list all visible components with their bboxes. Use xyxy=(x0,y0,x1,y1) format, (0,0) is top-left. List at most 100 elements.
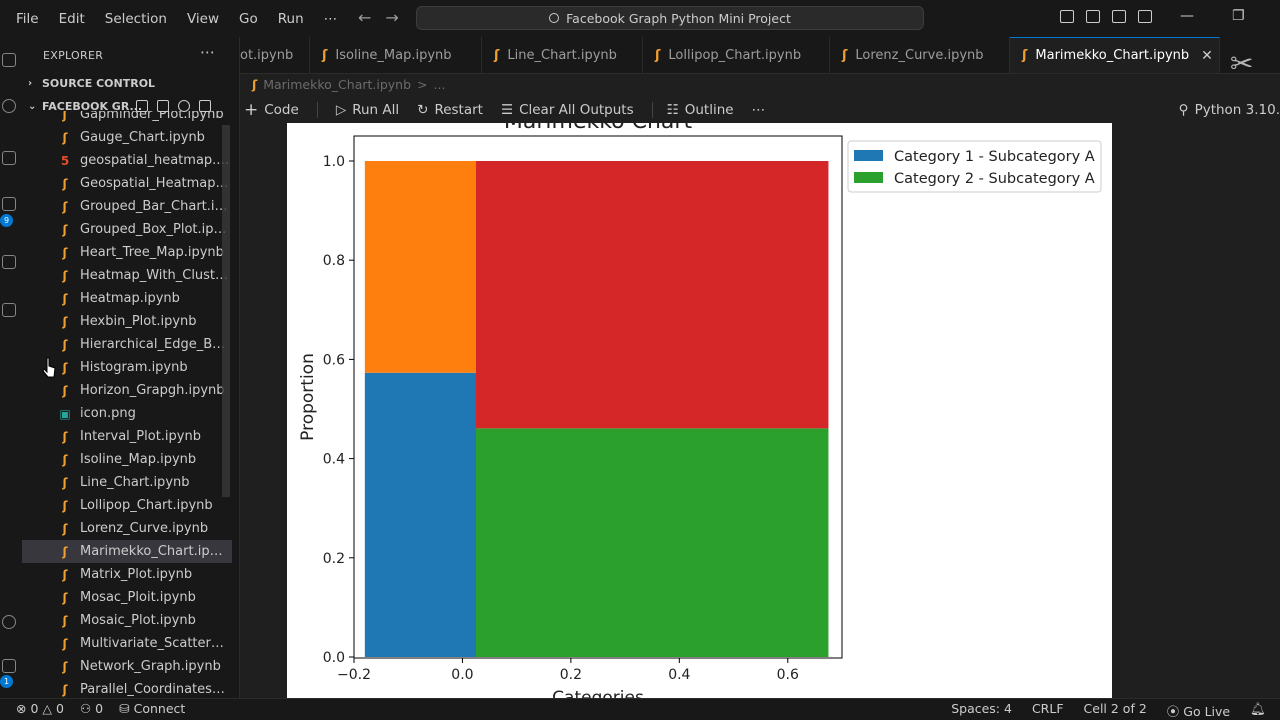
file-item[interactable]: ʃ Hexbin_Plot.ipynb xyxy=(22,310,232,333)
toggle-panel-icon[interactable] xyxy=(1086,10,1100,23)
y-tick-label: 0.0 xyxy=(323,650,345,666)
plot-frame xyxy=(353,135,843,659)
file-name: Histogram.ipynb xyxy=(80,360,188,375)
explorer-more-icon[interactable]: ⋯ xyxy=(200,43,215,61)
source-control-section[interactable]: › SOURCE CONTROL xyxy=(28,77,155,90)
run-debug-icon[interactable] xyxy=(2,197,16,211)
restore-icon[interactable]: ❐ xyxy=(1232,8,1245,24)
menu-item[interactable]: File xyxy=(16,10,39,27)
file-item[interactable]: ʃ Isoline_Map.ipynb xyxy=(22,448,232,471)
file-item[interactable]: ʃ Marimekko_Chart.ipynb xyxy=(22,540,232,563)
file-item[interactable]: ʃ Heart_Tree_Map.ipynb xyxy=(22,241,232,264)
file-item[interactable]: ʃ Grouped_Box_Plot.ipynb xyxy=(22,218,232,241)
add-code-button[interactable]: + Code xyxy=(244,100,299,120)
menu-item[interactable]: Edit xyxy=(58,10,85,27)
tab-5[interactable]: ʃ Marimekko_Chart.ipynb ✕ xyxy=(1010,37,1220,73)
testing-icon[interactable] xyxy=(2,255,16,269)
warning-count: 0 xyxy=(56,701,64,716)
file-item[interactable]: ▣ icon.png xyxy=(22,402,232,425)
cell-status[interactable]: Cell 2 of 2 xyxy=(1083,701,1147,716)
file-name: Grouped_Bar_Chart.ipy... xyxy=(80,199,230,214)
tab-0[interactable]: ot.ipynb xyxy=(240,37,310,73)
explorer-icon[interactable] xyxy=(2,53,16,67)
file-name: Marimekko_Chart.ipynb xyxy=(80,544,230,559)
file-item[interactable]: ʃ Matrix_Plot.ipynb xyxy=(22,563,232,586)
restart-button[interactable]: ↻ Restart xyxy=(417,102,483,118)
forward-arrow-icon[interactable]: → xyxy=(385,8,399,27)
file-item[interactable]: ʃ Heatmap.ipynb xyxy=(22,287,232,310)
file-item[interactable]: ʃ Gapminder_Plot.ipynb xyxy=(22,111,232,126)
file-item[interactable]: ʃ Mosaic_Plot.ipynb xyxy=(22,609,232,632)
toggle-secondary-sidebar-icon[interactable] xyxy=(1112,10,1126,23)
connect-label: Connect xyxy=(133,701,186,716)
breadcrumb-file[interactable]: Marimekko_Chart.ipynb xyxy=(263,77,412,92)
kernel-picker[interactable]: ⚲ Python 3.10. xyxy=(1179,97,1280,123)
notebook-icon: ʃ xyxy=(62,222,68,237)
file-item[interactable]: ʃ Network_Graph.ipynb xyxy=(22,655,232,678)
file-item[interactable]: ʃ Multivariate_Scatter_Pl... xyxy=(22,632,232,655)
minimize-icon[interactable]: — xyxy=(1180,8,1194,24)
go-live-button[interactable]: ⦿ Go Live xyxy=(1167,701,1230,720)
eol-status[interactable]: CRLF xyxy=(1031,701,1064,716)
file-item[interactable]: ʃ Grouped_Bar_Chart.ipy... xyxy=(22,195,232,218)
file-name: Mosaic_Plot.ipynb xyxy=(80,613,196,628)
menu-item[interactable]: Selection xyxy=(104,10,167,27)
ports-status[interactable]: ⚇ 0 xyxy=(80,701,103,716)
indent-status[interactable]: Spaces: 4 xyxy=(951,701,1012,716)
new-file-icon[interactable] xyxy=(136,100,148,112)
account-icon[interactable] xyxy=(2,615,16,629)
file-item[interactable]: ʃ Histogram.ipynb xyxy=(22,356,232,379)
menu-item[interactable]: Go xyxy=(239,10,258,27)
new-folder-icon[interactable] xyxy=(157,100,169,112)
search-activity-icon[interactable] xyxy=(2,99,16,113)
notifications-bell-icon[interactable]: 🔔︎ xyxy=(1250,701,1266,716)
run-all-button[interactable]: ▷ Run All xyxy=(336,102,399,118)
y-tick-label: 0.8 xyxy=(323,253,345,269)
file-item[interactable]: ʃ Parallel_Coordinates_Pl... xyxy=(22,678,232,698)
problems-status[interactable]: ⊗ 0 △ 0 xyxy=(16,701,64,716)
file-name: Heart_Tree_Map.ipynb xyxy=(80,245,224,260)
toolbar-more-button[interactable]: ⋯ xyxy=(752,102,766,118)
notebook-icon: ʃ xyxy=(62,111,68,122)
chart-title: Marimekko Chart xyxy=(504,123,693,134)
image-file-icon: ▣ xyxy=(59,406,71,421)
command-center[interactable]: Facebook Graph Python Mini Project xyxy=(416,6,924,30)
file-item[interactable]: ʃ Interval_Plot.ipynb xyxy=(22,425,232,448)
manage-gear-icon[interactable] xyxy=(2,659,16,673)
file-item[interactable]: ʃ Heatmap_With_Clusteri... xyxy=(22,264,232,287)
menu-item[interactable]: ⋯ xyxy=(323,10,338,27)
file-item[interactable]: ʃ Geospatial_Heatmap.ip... xyxy=(22,172,232,195)
outline-button[interactable]: ☷ Outline xyxy=(667,102,734,118)
extensions-icon[interactable] xyxy=(2,303,16,317)
run-all-label: Run All xyxy=(352,102,400,118)
file-name: Heatmap_With_Clusteri... xyxy=(80,268,230,283)
file-item[interactable]: ʃ Horizon_Grapgh.ipynb xyxy=(22,379,232,402)
file-item[interactable]: ʃ Mosac_Ploit.ipynb xyxy=(22,586,232,609)
file-item[interactable]: ʃ Line_Chart.ipynb xyxy=(22,471,232,494)
notebook-icon: ʃ xyxy=(62,360,68,375)
close-icon[interactable]: ✕ xyxy=(1201,47,1213,64)
customize-layout-icon[interactable] xyxy=(1138,10,1152,23)
file-item[interactable]: ʃ Hierarchical_Edge_Bun... xyxy=(22,333,232,356)
file-item[interactable]: ʃ Lorenz_Curve.ipynb xyxy=(22,517,232,540)
folder-section[interactable]: ⌄ FACEBOOK GR... xyxy=(28,100,142,113)
toggle-sidebar-icon[interactable] xyxy=(1060,10,1074,23)
file-item[interactable]: ʃ Gauge_Chart.ipynb xyxy=(22,126,232,149)
clear-outputs-button[interactable]: ☰ Clear All Outputs xyxy=(501,102,634,118)
x-tick-label: 0.6 xyxy=(777,667,799,683)
source-control-icon[interactable] xyxy=(2,151,16,165)
file-item[interactable]: ʃ Lollipop_Chart.ipynb xyxy=(22,494,232,517)
tab-3[interactable]: ʃ Lollipop_Chart.ipynb xyxy=(643,37,830,73)
tab-1[interactable]: ʃ Isoline_Map.ipynb xyxy=(310,37,482,73)
refresh-icon[interactable] xyxy=(178,100,190,112)
collapse-all-icon[interactable] xyxy=(199,100,211,112)
file-item[interactable]: 5 geospatial_heatmap.html xyxy=(22,149,232,172)
back-arrow-icon[interactable]: ← xyxy=(358,8,372,27)
tab-2[interactable]: ʃ Line_Chart.ipynb xyxy=(482,37,643,73)
connect-status[interactable]: ⛁ Connect xyxy=(119,701,185,716)
tab-4[interactable]: ʃ Lorenz_Curve.ipynb xyxy=(830,37,1010,73)
breadcrumb-more[interactable]: ... xyxy=(433,77,446,92)
menu-item[interactable]: Run xyxy=(277,10,304,27)
sidebar-scrollbar[interactable] xyxy=(222,125,230,497)
menu-item[interactable]: View xyxy=(186,10,220,27)
